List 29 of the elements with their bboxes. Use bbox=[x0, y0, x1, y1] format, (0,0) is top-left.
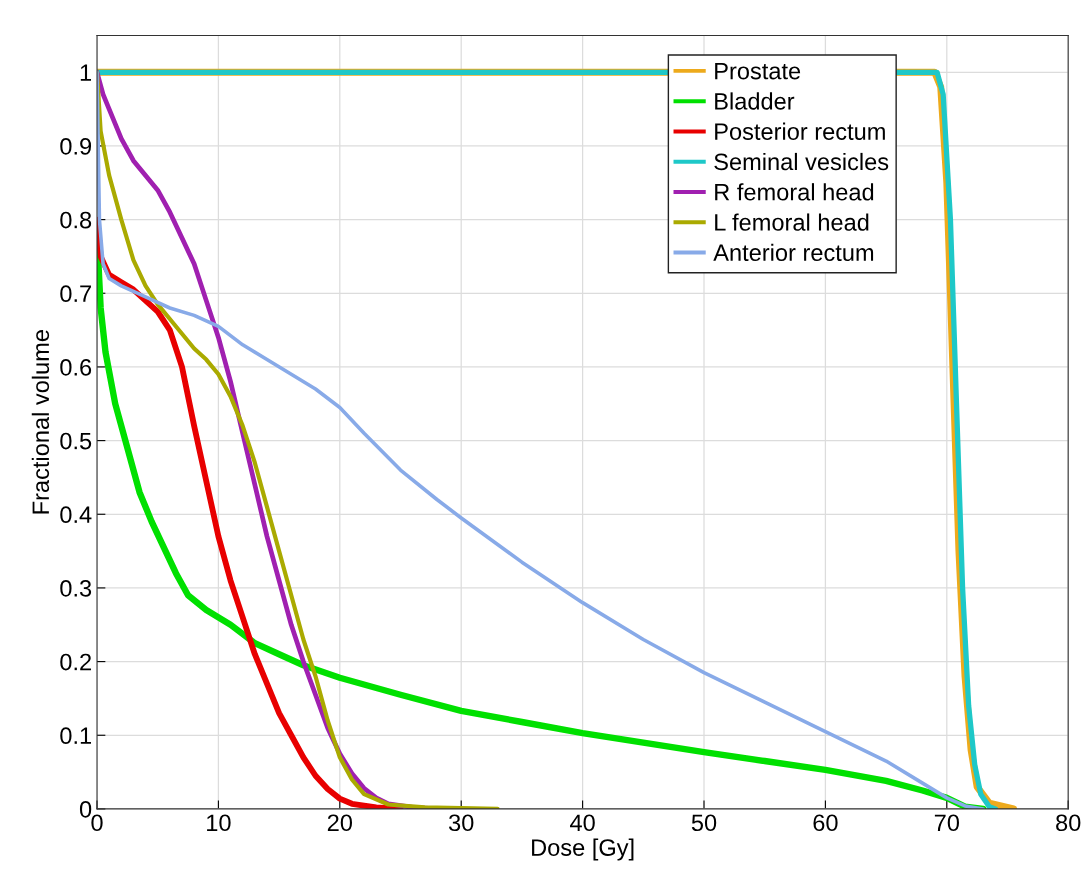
x-tick-label: 0 bbox=[91, 814, 103, 832]
x-tick-label: 70 bbox=[934, 814, 960, 832]
y-tick-label: 1 bbox=[80, 64, 91, 81]
y-tick-label: 0.4 bbox=[60, 506, 92, 524]
x-tick-label: 50 bbox=[691, 814, 717, 832]
y-tick-label: 0.9 bbox=[60, 138, 92, 155]
x-axis-title: Dose [Gy] bbox=[532, 838, 634, 861]
x-tick-label: 10 bbox=[207, 814, 231, 832]
x-tick-label: 40 bbox=[570, 814, 595, 832]
legend-label: Seminal vesicles bbox=[714, 152, 889, 171]
y-tick-label: 0.2 bbox=[60, 653, 91, 671]
legend-label: Bladder bbox=[715, 92, 795, 110]
x-tick-label: 30 bbox=[448, 814, 474, 832]
y-tick-label: 0.8 bbox=[60, 211, 92, 229]
legend-label: Anterior rectum bbox=[713, 243, 874, 262]
x-tick-label: 60 bbox=[813, 814, 838, 832]
y-tick-label: 0.3 bbox=[60, 579, 92, 597]
legend-label: L femoral head bbox=[715, 213, 869, 231]
y-tick-label: 0.5 bbox=[60, 432, 92, 450]
y-tick-label: 0.1 bbox=[60, 727, 91, 745]
legend-label: R femoral head bbox=[715, 183, 874, 201]
x-tick-label: 80 bbox=[1056, 814, 1081, 832]
y-tick-label: 0.7 bbox=[60, 285, 91, 303]
y-tick-label: 0.6 bbox=[60, 359, 92, 376]
legend-label: Prostate bbox=[715, 62, 801, 80]
y-axis-title: Fractional volume bbox=[31, 330, 50, 514]
y-tick-label: 0 bbox=[79, 800, 92, 818]
legend-label: Posterior rectum bbox=[715, 122, 885, 140]
x-tick-label: 20 bbox=[327, 814, 353, 832]
